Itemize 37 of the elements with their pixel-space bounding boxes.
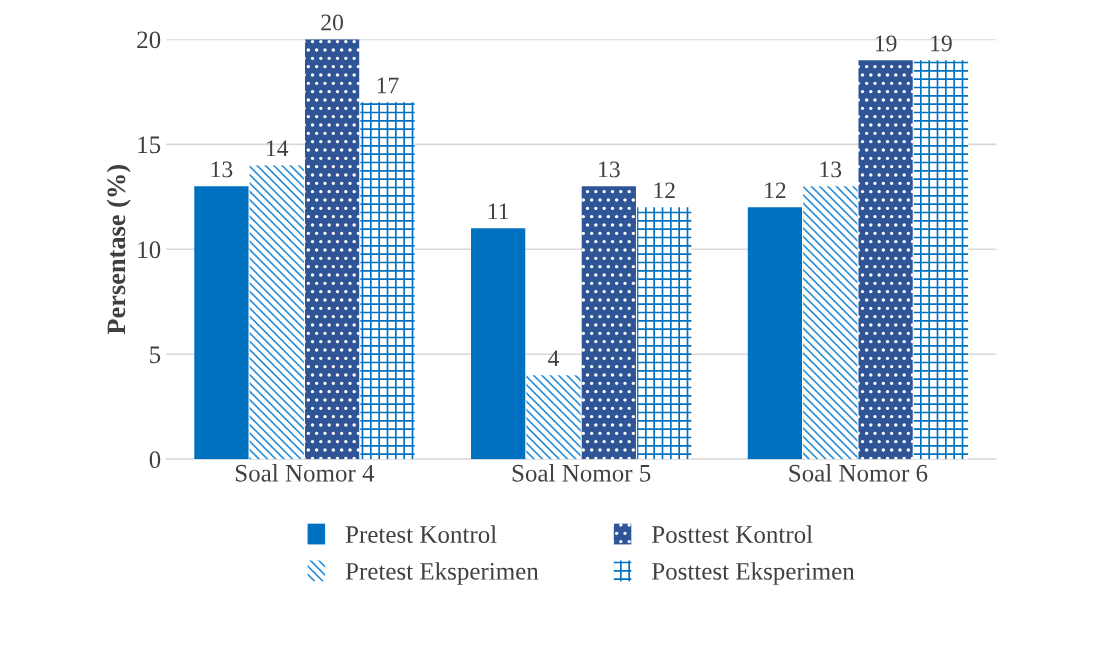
- bar: [913, 60, 969, 460]
- bar: [471, 228, 526, 460]
- data-label: 13: [599, 161, 620, 178]
- bar: [747, 207, 803, 460]
- legend-label: Posttest Kontrol: [652, 525, 813, 543]
- y-axis-title: Persentase (%): [106, 165, 131, 335]
- data-label: 17: [377, 77, 399, 94]
- data-label: 14: [267, 140, 289, 157]
- data-label: 19: [931, 35, 952, 52]
- bar: [581, 186, 636, 460]
- data-label: 20: [321, 14, 344, 31]
- bar: [637, 207, 692, 460]
- data-label: 12: [765, 182, 786, 199]
- data-label: 13: [211, 161, 233, 178]
- data-label: 4: [548, 350, 560, 367]
- bar: [194, 186, 249, 460]
- legend-label: Pretest Kontrol: [345, 525, 497, 543]
- bar: [360, 102, 415, 460]
- x-tick-label: Soal Nomor 5: [512, 464, 651, 482]
- bar: [858, 60, 913, 460]
- data-label: 11: [488, 203, 509, 220]
- x-tick-label: Soal Nomor 6: [789, 464, 928, 482]
- y-tick-label: 15: [138, 136, 161, 154]
- y-tick-label: 0: [149, 451, 161, 469]
- bar: [249, 165, 304, 460]
- bar: [304, 39, 360, 460]
- y-tick-label: 10: [138, 241, 161, 259]
- data-label: 19: [875, 35, 897, 52]
- x-tick-label: Soal Nomor 4: [235, 464, 375, 482]
- y-tick-label: 20: [137, 31, 161, 49]
- data-label: 12: [654, 182, 675, 199]
- legend-label: Pretest Eksperimen: [345, 562, 539, 585]
- legend-label: Posttest Eksperimen: [652, 562, 855, 585]
- bar: [803, 186, 858, 460]
- data-label: 13: [820, 161, 842, 178]
- y-tick-label: 5: [150, 346, 161, 364]
- bar: [526, 375, 581, 460]
